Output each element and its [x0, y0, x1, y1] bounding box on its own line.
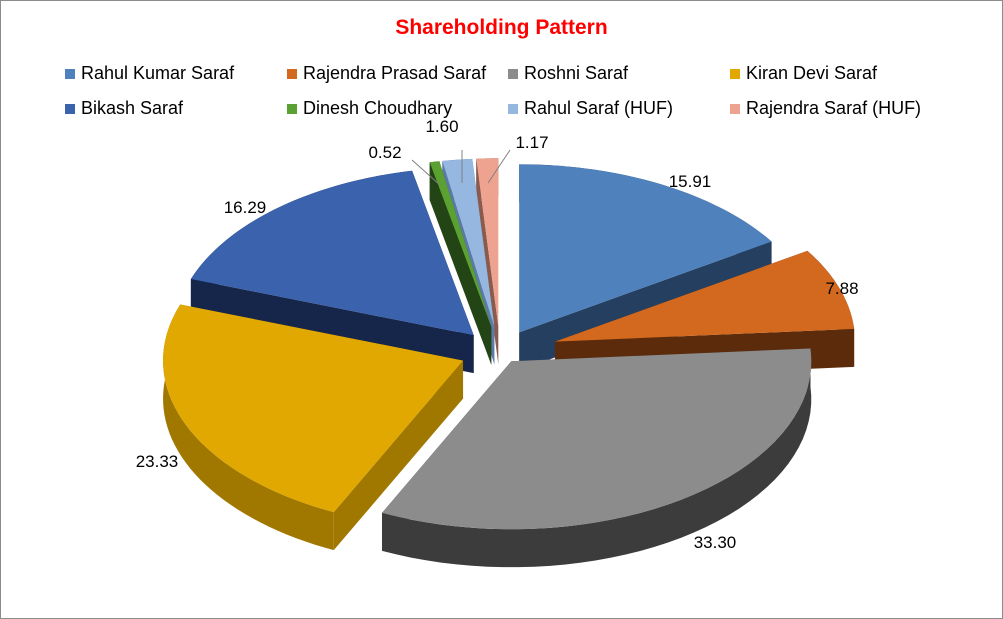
data-label: 1.17	[515, 133, 548, 152]
legend-swatch	[287, 103, 297, 114]
legend-item: Kiran Devi Saraf	[730, 63, 877, 84]
data-label: 0.52	[368, 143, 401, 162]
data-label: 1.60	[425, 117, 458, 136]
legend-item: Rahul Saraf (HUF)	[508, 98, 673, 119]
data-label: 15.91	[669, 172, 712, 191]
pie-slice-wall	[476, 158, 499, 365]
legend-swatch	[65, 68, 75, 79]
leader-line	[487, 149, 511, 184]
legend-swatch	[508, 68, 518, 79]
pie-slice-side	[382, 348, 812, 568]
pie-slice-wall	[333, 360, 464, 551]
pie-slice	[476, 158, 499, 327]
pie-slice	[442, 158, 495, 327]
legend-label: Rajendra Saraf (HUF)	[746, 98, 922, 118]
pie-slice	[429, 161, 492, 327]
pie-slice	[190, 170, 474, 336]
leader-line	[411, 159, 441, 186]
legend-label: Bikash Saraf	[81, 98, 184, 118]
legend-label: Rahul Saraf (HUF)	[524, 98, 674, 118]
legend-swatch	[508, 103, 518, 114]
legend-item: Roshni Saraf	[508, 63, 628, 84]
data-label: 33.30	[694, 533, 737, 552]
legend-label: Roshni Saraf	[524, 63, 629, 83]
legend-swatch	[287, 68, 297, 79]
pie-slice	[163, 304, 464, 513]
legend-label: Rajendra Prasad Saraf	[303, 63, 487, 83]
legend-item: Dinesh Choudhary	[287, 98, 452, 119]
legend-swatch	[65, 103, 75, 114]
pie-slice	[382, 348, 812, 530]
data-label: 16.29	[224, 198, 267, 217]
data-label: 23.33	[136, 452, 179, 471]
legend-label: Dinesh Choudhary	[303, 98, 453, 118]
legend-item: Rahul Kumar Saraf	[65, 63, 234, 84]
legend-item: Rajendra Saraf (HUF)	[730, 98, 921, 119]
chart-title: Shareholding Pattern	[395, 16, 608, 39]
data-label: 7.88	[825, 279, 858, 298]
legend-label: Kiran Devi Saraf	[746, 63, 878, 83]
legend-label: Rahul Kumar Saraf	[81, 63, 235, 83]
legend-swatch	[730, 68, 740, 79]
pie-slice	[519, 164, 772, 333]
legend-item: Rajendra Prasad Saraf	[287, 63, 486, 84]
pie-slice	[554, 250, 855, 342]
legend-swatch	[730, 103, 740, 114]
legend-item: Bikash Saraf	[65, 98, 183, 119]
